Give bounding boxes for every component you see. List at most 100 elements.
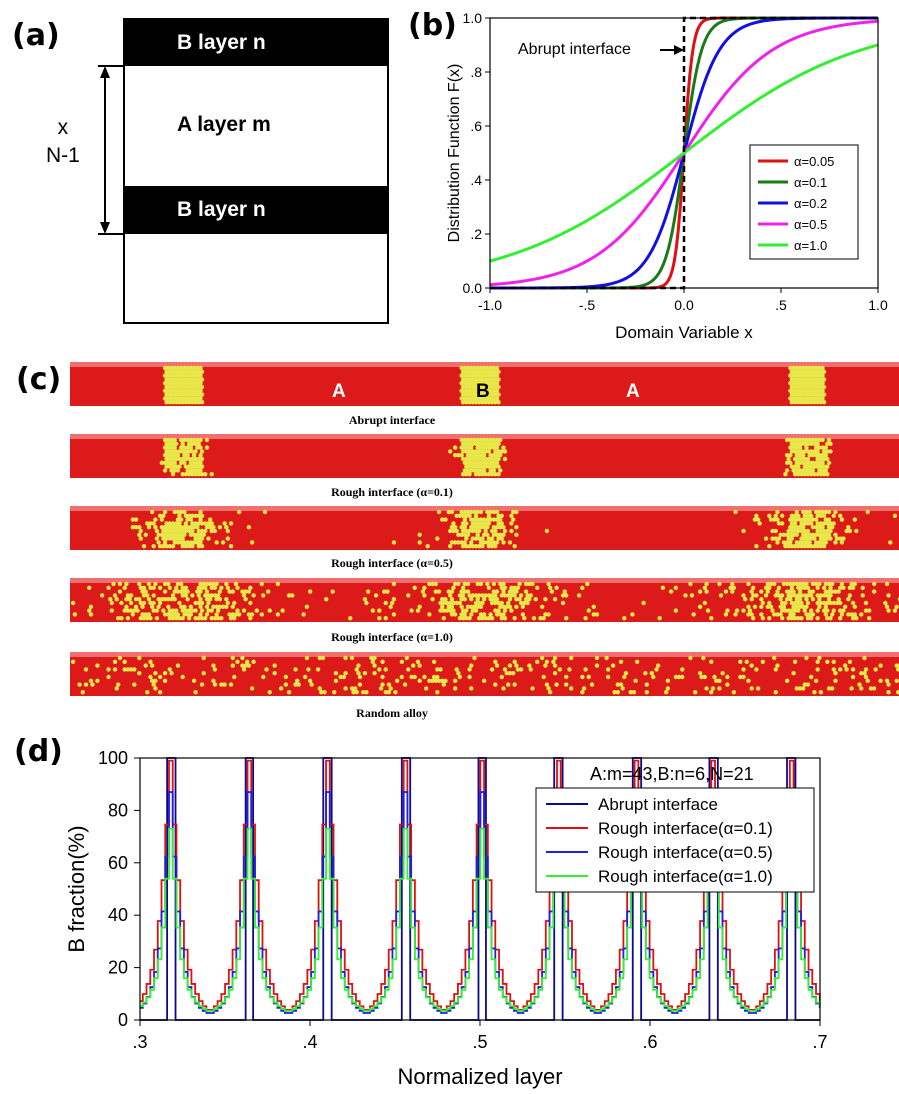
b-atom — [170, 464, 176, 469]
b-atom — [198, 365, 203, 371]
strip-caption-1: Rough interface (α=0.1) — [331, 485, 453, 499]
b-atom — [199, 392, 205, 397]
b-atom — [132, 608, 137, 613]
b-atom — [496, 600, 501, 606]
b-atom — [791, 373, 796, 378]
b-atom — [807, 460, 812, 465]
b-atom — [454, 528, 459, 534]
legend-label-1: α=0.1 — [794, 175, 827, 190]
b-atom — [818, 600, 824, 606]
b-atom — [125, 593, 131, 598]
b-atom — [462, 589, 468, 594]
b-atom — [172, 453, 177, 458]
b-atom — [501, 686, 506, 691]
b-atom — [70, 659, 76, 664]
b-atom — [773, 528, 778, 534]
b-atom — [725, 674, 730, 680]
b-atom — [846, 525, 851, 530]
b-atom — [444, 600, 450, 606]
b-atom — [177, 377, 182, 382]
b-atom — [465, 589, 471, 594]
b-atom — [117, 581, 123, 587]
b-atom — [417, 678, 422, 683]
b-atom — [389, 600, 395, 606]
b-atom — [813, 581, 819, 587]
b-atom — [825, 608, 830, 613]
b-atom — [844, 528, 849, 534]
b-atom — [486, 449, 492, 454]
b-atom — [220, 604, 226, 609]
b-atom — [166, 581, 171, 587]
b-atom — [481, 612, 487, 617]
b-atom — [634, 659, 640, 664]
b-atom — [481, 517, 487, 522]
b-atom — [159, 532, 165, 537]
b-atom — [480, 392, 485, 397]
b-atom — [491, 509, 497, 515]
b-atom — [199, 400, 205, 405]
b-atom — [749, 686, 754, 691]
b-atom — [454, 600, 459, 606]
b-atom — [448, 544, 453, 549]
b-atom — [183, 544, 189, 549]
b-atom — [496, 536, 501, 541]
b-atom — [483, 449, 488, 454]
b-atom — [286, 593, 292, 598]
b-atom — [812, 377, 817, 382]
region-label-1: B — [476, 381, 490, 402]
b-atom — [789, 600, 795, 606]
b-atom — [589, 682, 595, 687]
b-atom — [182, 437, 187, 443]
b-atom — [746, 612, 751, 617]
b-atom — [778, 532, 783, 537]
b-atom — [839, 540, 845, 545]
b-atom — [188, 373, 194, 378]
b-atom — [502, 456, 508, 462]
b-atom — [815, 464, 820, 469]
b-atom — [475, 517, 480, 522]
b-atom — [852, 612, 858, 617]
b-atom — [440, 597, 445, 602]
b-atom — [830, 612, 835, 617]
b-atom — [788, 581, 793, 587]
legend-label-0: α=0.05 — [794, 154, 834, 169]
b-atom — [170, 616, 176, 621]
b-atom — [472, 373, 477, 378]
b-atom — [888, 540, 893, 545]
b-atom — [750, 593, 756, 598]
b-atom — [481, 460, 487, 465]
b-atom — [473, 536, 479, 541]
b-atom — [227, 612, 232, 617]
b-atom — [143, 612, 148, 617]
b-atom — [759, 597, 764, 602]
b-atom — [494, 381, 500, 386]
b-atom — [673, 674, 679, 680]
b-atom — [817, 373, 822, 378]
b-atom — [228, 544, 234, 549]
b-atom — [486, 369, 492, 374]
b-atom — [145, 593, 150, 598]
b-atom — [195, 460, 200, 465]
b-atom — [813, 365, 819, 371]
b-atom — [224, 604, 229, 609]
b-atom — [507, 589, 513, 594]
b-atom — [267, 690, 272, 695]
b-atom — [251, 593, 256, 598]
b-atom — [435, 536, 440, 541]
b-atom — [464, 528, 469, 534]
b-atom — [884, 581, 890, 587]
b-atom — [460, 528, 466, 534]
b-atom — [333, 671, 339, 676]
b-atom — [818, 513, 824, 518]
b-atom — [441, 600, 446, 606]
b-atom — [230, 663, 235, 668]
b-atom — [794, 388, 800, 393]
b-atom — [813, 678, 819, 683]
b-atom — [211, 604, 216, 609]
b-atom — [779, 616, 785, 621]
b-atom — [477, 544, 482, 549]
b-atom — [459, 540, 464, 545]
b-atom — [467, 464, 472, 469]
b-atom — [477, 456, 482, 462]
